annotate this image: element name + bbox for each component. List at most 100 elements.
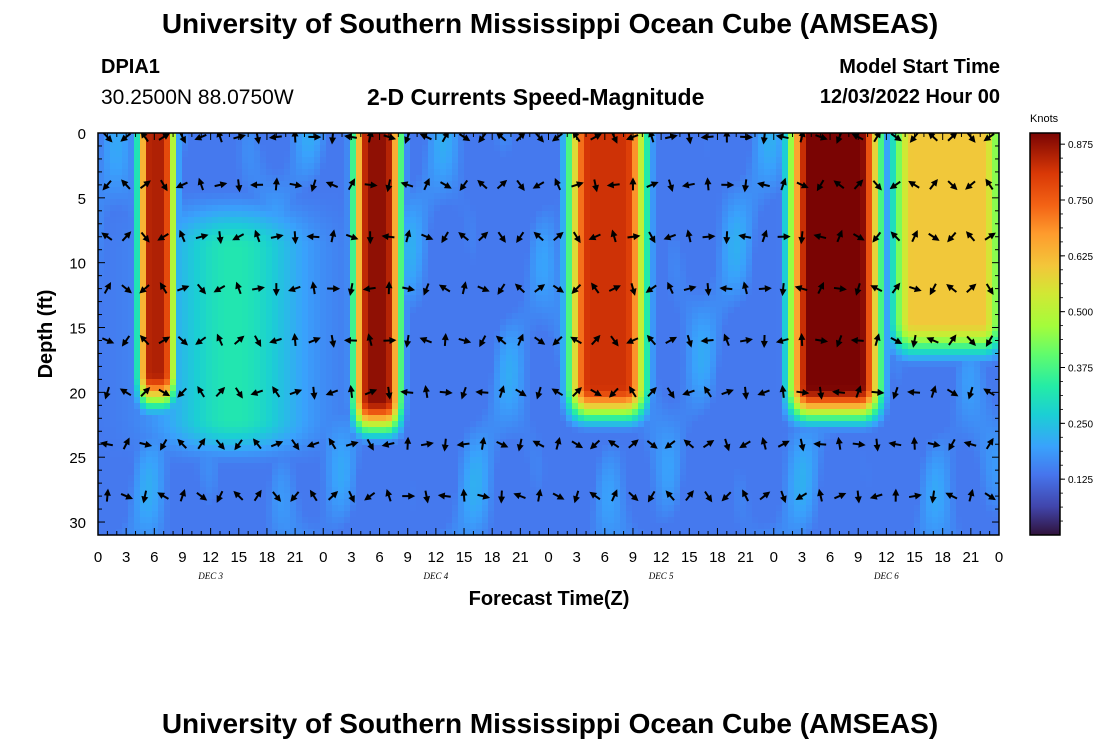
current-vector-arrow xyxy=(570,336,582,345)
current-vector-arrow xyxy=(834,492,847,500)
current-vector-arrow xyxy=(926,337,939,344)
x-tick-label: 21 xyxy=(963,549,980,566)
current-vector-arrow xyxy=(100,440,113,448)
current-vector-arrow xyxy=(700,337,714,345)
speed-heatmap xyxy=(98,133,999,535)
current-vector-arrow xyxy=(571,181,584,189)
current-vector-arrow xyxy=(441,333,449,347)
current-vector-arrow xyxy=(498,385,506,398)
current-vector-arrow xyxy=(195,233,209,240)
current-vector-arrow xyxy=(758,285,772,293)
current-vector-arrow xyxy=(498,490,506,504)
current-vector-arrow xyxy=(685,229,693,243)
x-axis-label: Forecast Time(Z) xyxy=(469,588,630,610)
current-vector-arrow xyxy=(423,178,430,191)
current-vector-arrow xyxy=(742,489,749,502)
current-vector-arrow xyxy=(402,285,416,293)
current-vector-arrow xyxy=(515,388,527,397)
current-vector-arrow xyxy=(176,285,190,292)
x-tick-label: 0 xyxy=(995,549,1003,566)
current-vector-arrow xyxy=(946,283,958,293)
current-vector-arrow xyxy=(742,386,750,400)
current-vector-arrow xyxy=(757,389,770,396)
current-vector-arrow xyxy=(404,334,412,348)
current-vector-arrow xyxy=(103,386,111,400)
x-tick-label: 21 xyxy=(737,549,754,566)
current-vector-arrow xyxy=(121,284,132,294)
current-vector-arrow xyxy=(683,285,697,292)
current-vector-arrow xyxy=(665,336,678,345)
x-tick-label: 18 xyxy=(709,549,726,566)
current-vector-arrow xyxy=(272,386,281,398)
current-vector-arrow xyxy=(121,179,131,190)
current-vector-arrow xyxy=(552,336,563,346)
current-vector-arrow xyxy=(777,233,791,241)
x-tick-label: 21 xyxy=(512,549,529,566)
current-vector-arrow xyxy=(383,336,397,344)
current-vector-arrow xyxy=(551,388,564,397)
current-vector-arrow xyxy=(873,333,881,347)
current-vector-arrow xyxy=(213,284,226,293)
current-vector-arrow xyxy=(985,335,994,347)
current-vector-arrow xyxy=(309,489,318,502)
current-vector-arrow xyxy=(608,285,621,292)
current-vector-arrow xyxy=(250,181,264,189)
current-vector-arrow xyxy=(253,489,262,502)
current-vector-arrow xyxy=(441,438,449,452)
current-vector-arrow xyxy=(497,231,506,243)
current-vector-arrow xyxy=(325,181,339,188)
current-vector-arrow xyxy=(197,385,206,398)
x-tick-label: 15 xyxy=(230,549,247,566)
current-vector-arrow xyxy=(552,284,565,293)
current-vector-arrow xyxy=(629,177,637,191)
current-vector-arrow xyxy=(985,283,994,295)
x-tick-label: 3 xyxy=(347,549,355,566)
x-tick-label: 18 xyxy=(934,549,951,566)
colorbar-tick-label: 0.625 xyxy=(1068,252,1093,263)
day-label: DEC 4 xyxy=(423,571,449,581)
current-vector-arrow xyxy=(343,336,357,344)
current-vector-arrow xyxy=(779,177,787,191)
current-vector-arrow xyxy=(310,281,318,295)
current-vector-arrow xyxy=(420,440,434,448)
current-vector-arrow xyxy=(175,181,188,189)
current-vector-arrow xyxy=(254,229,261,243)
current-vector-arrow xyxy=(721,181,735,189)
current-vector-arrow xyxy=(719,285,733,293)
current-vector-arrow xyxy=(592,179,599,193)
current-vector-arrow xyxy=(272,177,280,191)
current-vector-arrow xyxy=(235,179,243,193)
current-vector-arrow xyxy=(252,438,262,450)
current-vector-arrow xyxy=(289,388,303,396)
current-vector-arrow xyxy=(947,231,957,243)
current-vector-arrow xyxy=(495,335,507,345)
current-vector-arrow xyxy=(270,440,284,448)
x-tick-label: 9 xyxy=(404,549,412,566)
current-vector-arrow xyxy=(215,439,225,450)
current-vector-arrow xyxy=(928,232,940,241)
current-vector-arrow xyxy=(458,232,469,241)
current-vector-arrow xyxy=(422,384,430,398)
current-vector-arrow xyxy=(478,231,489,242)
current-vector-arrow xyxy=(610,335,619,347)
current-vector-arrow xyxy=(139,284,150,294)
current-vector-arrow xyxy=(514,283,526,294)
current-vector-arrow xyxy=(646,440,658,449)
current-vector-arrow xyxy=(475,388,489,396)
current-vector-arrow xyxy=(947,180,958,191)
current-vector-arrow xyxy=(364,492,376,501)
current-vector-arrow xyxy=(272,283,280,297)
y-tick-label: 15 xyxy=(69,321,86,338)
current-vector-arrow xyxy=(816,179,825,192)
current-vector-arrow xyxy=(233,490,244,501)
current-vector-arrow xyxy=(704,283,712,297)
current-vector-arrow xyxy=(591,282,600,294)
current-vector-arrow xyxy=(291,439,300,451)
current-vector-arrow xyxy=(813,440,827,448)
current-vector-arrow xyxy=(233,335,245,345)
current-vector-arrow xyxy=(477,492,491,500)
current-vector-arrow xyxy=(890,337,903,345)
current-vector-arrow xyxy=(345,440,359,448)
current-vector-arrow xyxy=(385,488,393,502)
colorbar xyxy=(1029,132,1061,536)
